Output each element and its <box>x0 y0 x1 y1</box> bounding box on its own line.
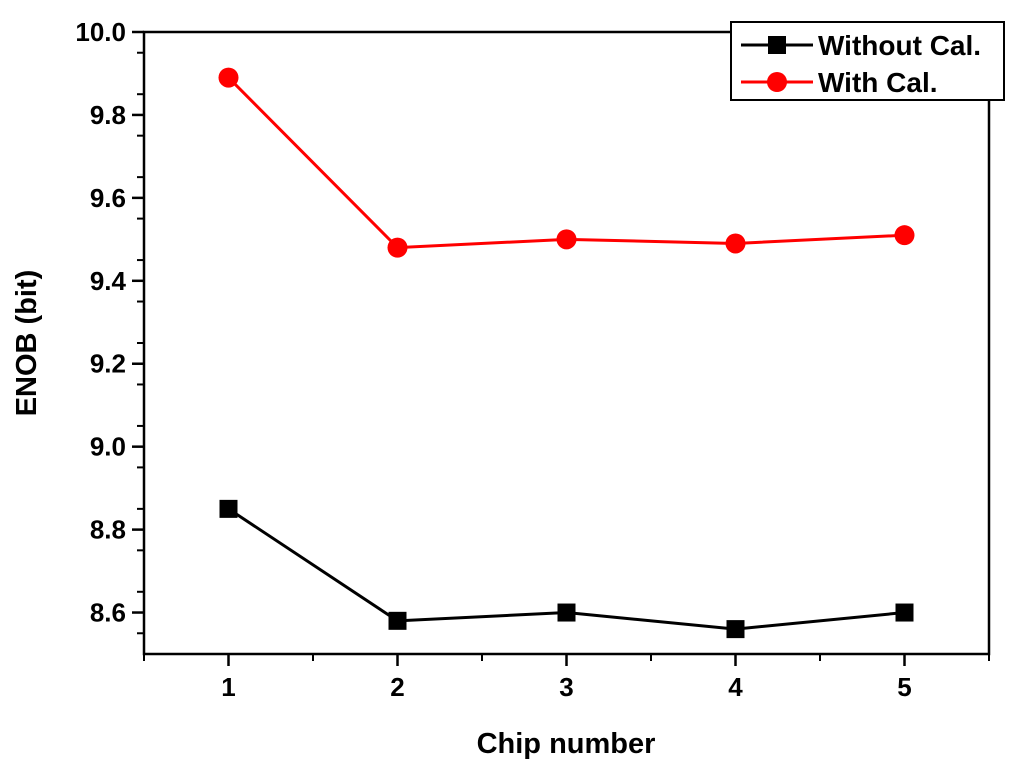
x-axis-title: Chip number <box>477 728 656 760</box>
point-with-cal <box>218 67 239 88</box>
point-with-cal <box>894 225 915 246</box>
legend-marker-with-cal <box>767 72 787 92</box>
x-axis-ticks: 1 2 3 4 5 <box>143 654 990 702</box>
x-tick-label: 3 <box>559 672 573 702</box>
x-tick-label: 4 <box>728 672 743 702</box>
point-without-cal <box>895 603 914 622</box>
plot-area: 8.6 8.8 9.0 9.2 9.4 9.6 9.8 10.0 1 2 3 4 5 <box>75 17 991 702</box>
plot-frame <box>142 30 991 656</box>
series-line-with-cal <box>227 76 905 250</box>
legend-label-without-cal: Without Cal. <box>818 30 981 61</box>
point-without-cal <box>219 499 238 518</box>
y-tick-label: 8.6 <box>90 598 126 628</box>
y-tick-label: 8.8 <box>90 515 126 545</box>
y-tick-label: 9.8 <box>90 100 126 130</box>
point-without-cal <box>726 620 745 639</box>
legend-marker-without-cal <box>768 36 786 54</box>
y-tick-label: 9.6 <box>90 183 126 213</box>
y-tick-label: 9.2 <box>90 349 126 379</box>
point-with-cal <box>556 229 577 250</box>
x-tick-label: 1 <box>221 672 235 702</box>
x-tick-label: 5 <box>897 672 911 702</box>
y-axis-title: ENOB (bit) <box>11 270 43 417</box>
y-tick-label: 10.0 <box>75 17 126 47</box>
y-tick-label: 9.4 <box>90 266 127 296</box>
point-with-cal <box>725 233 746 254</box>
point-with-cal <box>387 237 408 258</box>
point-without-cal <box>557 603 576 622</box>
legend-label-with-cal: With Cal. <box>818 67 938 98</box>
legend: Without Cal. With Cal. <box>730 21 1005 101</box>
series-layer <box>218 67 915 639</box>
y-axis-ticks: 8.6 8.8 9.0 9.2 9.4 9.6 9.8 10.0 <box>75 17 144 635</box>
y-tick-label: 9.0 <box>90 432 126 462</box>
point-without-cal <box>388 611 407 630</box>
x-tick-label: 2 <box>390 672 404 702</box>
